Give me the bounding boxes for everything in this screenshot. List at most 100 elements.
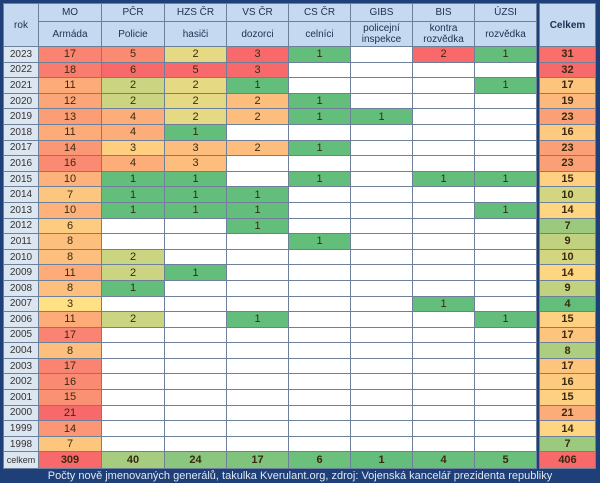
total-cell: 23: [539, 155, 596, 172]
value-cell: [412, 326, 475, 344]
value-cell: [474, 404, 537, 422]
spacer: [536, 311, 540, 328]
header-code: MO: [38, 3, 102, 22]
value-cell: [164, 279, 227, 297]
spacer: [536, 405, 540, 421]
spacer: [536, 358, 540, 374]
value-cell: [412, 186, 475, 203]
value-cell: [226, 326, 289, 344]
value-cell: [350, 92, 413, 110]
header-code: HZS ČR: [164, 3, 227, 22]
value-cell: [226, 248, 289, 266]
value-cell: [474, 155, 537, 172]
value-cell: [350, 217, 413, 235]
year-cell: 2017: [3, 139, 39, 157]
value-cell: [474, 326, 537, 344]
value-cell: [288, 264, 351, 281]
total-cell: 15: [539, 389, 596, 406]
sum-cell: 1: [350, 451, 413, 470]
value-cell: [164, 357, 227, 375]
total-cell: 31: [539, 46, 596, 63]
year-cell: 2009: [3, 264, 39, 281]
value-cell: [288, 217, 351, 235]
value-cell: 8: [38, 279, 102, 297]
sum-row: celkem 309 40 24 17 6 1 4 5 406: [3, 451, 596, 470]
value-cell: [288, 295, 351, 313]
value-cell: 2: [226, 108, 289, 125]
value-cell: [350, 342, 413, 359]
sum-cell: 17: [226, 451, 289, 470]
sum-cell: 24: [164, 451, 227, 470]
value-cell: [288, 420, 351, 437]
value-cell: [288, 155, 351, 172]
value-cell: 1: [164, 201, 227, 219]
spacer: [536, 280, 540, 296]
spacer: [536, 93, 540, 109]
value-cell: [412, 435, 475, 453]
value-cell: [474, 357, 537, 375]
value-cell: [101, 342, 165, 359]
year-cell: 2021: [3, 77, 39, 94]
year-cell: 2016: [3, 155, 39, 172]
year-cell: 2003: [3, 357, 39, 375]
table-row: 2011 8 1 9: [3, 233, 596, 250]
value-cell: 1: [288, 139, 351, 157]
year-cell: 2022: [3, 61, 39, 79]
value-cell: 10: [38, 201, 102, 219]
value-cell: [412, 155, 475, 172]
table-row: 2006 11 2 1 1 15: [3, 311, 596, 328]
value-cell: [350, 233, 413, 250]
header-label: kontra rozvědka: [412, 21, 475, 47]
table-row: 2016 16 4 3 23: [3, 155, 596, 172]
value-cell: 3: [38, 295, 102, 313]
spacer: [536, 140, 540, 156]
value-cell: [412, 201, 475, 219]
table-row: 2007 3 1 4: [3, 295, 596, 313]
sum-cell: 6: [288, 451, 351, 470]
value-cell: [288, 186, 351, 203]
value-cell: [412, 233, 475, 250]
value-cell: [350, 123, 413, 141]
value-cell: 6: [38, 217, 102, 235]
spacer: [536, 249, 540, 265]
value-cell: 1: [288, 92, 351, 110]
spacer: [536, 171, 540, 187]
value-cell: 2: [412, 46, 475, 63]
header-label: Armáda: [38, 21, 102, 47]
value-cell: [288, 373, 351, 391]
value-cell: [164, 248, 227, 266]
header-label: policejní inspekce: [350, 21, 413, 47]
value-cell: 5: [101, 46, 165, 63]
value-cell: 1: [101, 279, 165, 297]
value-cell: [164, 217, 227, 235]
value-cell: [474, 248, 537, 266]
value-cell: [164, 435, 227, 453]
value-cell: [101, 295, 165, 313]
value-cell: 2: [101, 311, 165, 328]
value-cell: [226, 233, 289, 250]
value-cell: [288, 357, 351, 375]
value-cell: 1: [474, 77, 537, 94]
value-cell: 11: [38, 311, 102, 328]
value-cell: [288, 248, 351, 266]
grand-total-cell: 406: [539, 451, 596, 470]
value-cell: 2: [101, 264, 165, 281]
total-cell: 15: [539, 311, 596, 328]
value-cell: [288, 435, 351, 453]
total-cell: 10: [539, 186, 596, 203]
value-cell: [412, 108, 475, 125]
value-cell: [101, 404, 165, 422]
total-cell: 4: [539, 295, 596, 313]
table-row: 2020 12 2 2 2 1 19: [3, 92, 596, 110]
value-cell: 2: [101, 248, 165, 266]
value-cell: 1: [226, 201, 289, 219]
value-cell: 1: [164, 123, 227, 141]
sum-cell: 5: [474, 451, 537, 470]
table-row: 2013 10 1 1 1 1 14: [3, 201, 596, 219]
value-cell: 1: [412, 295, 475, 313]
value-cell: 10: [38, 170, 102, 188]
header-label: celníci: [288, 21, 351, 47]
value-cell: 1: [288, 170, 351, 188]
year-cell: 2007: [3, 295, 39, 313]
